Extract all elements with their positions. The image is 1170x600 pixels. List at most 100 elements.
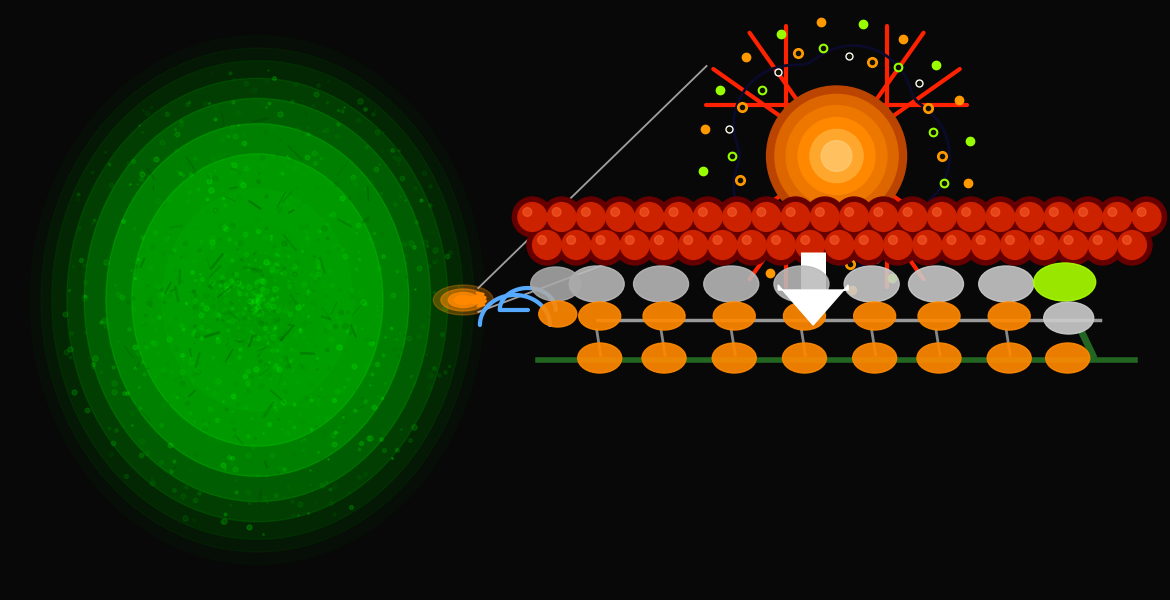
Circle shape [771,236,780,244]
Ellipse shape [441,289,486,311]
Circle shape [596,236,605,244]
Circle shape [821,140,852,172]
Circle shape [752,203,780,232]
Circle shape [811,203,839,232]
Circle shape [679,230,708,259]
Ellipse shape [917,343,961,373]
Circle shape [951,197,991,237]
Ellipse shape [713,343,756,373]
Circle shape [845,208,853,217]
Circle shape [775,94,899,218]
Circle shape [566,236,576,244]
Circle shape [859,236,868,244]
Circle shape [766,86,907,226]
Circle shape [913,230,942,259]
Ellipse shape [192,224,323,376]
Circle shape [888,236,897,244]
Ellipse shape [1044,302,1094,334]
Ellipse shape [569,266,625,302]
Ellipse shape [978,266,1034,302]
Circle shape [834,197,874,237]
Circle shape [1127,197,1166,237]
Ellipse shape [642,343,686,373]
Circle shape [614,225,655,265]
Circle shape [620,230,649,259]
Circle shape [737,230,766,259]
Ellipse shape [989,302,1031,330]
Circle shape [1010,197,1049,237]
Circle shape [673,225,714,265]
Circle shape [899,203,927,232]
Circle shape [786,208,794,217]
Circle shape [942,230,971,259]
Circle shape [1000,230,1030,259]
Circle shape [571,197,611,237]
Circle shape [1117,230,1147,259]
Circle shape [1034,236,1044,244]
Circle shape [1074,203,1102,232]
Circle shape [1049,208,1058,217]
Circle shape [1122,236,1131,244]
Circle shape [1079,208,1087,217]
Ellipse shape [531,267,580,301]
Circle shape [1005,236,1014,244]
Circle shape [922,197,962,237]
Circle shape [878,225,918,265]
Ellipse shape [853,343,896,373]
Circle shape [742,236,751,244]
Circle shape [1133,203,1161,232]
Circle shape [717,197,757,237]
Circle shape [976,236,985,244]
FancyArrow shape [778,285,848,325]
Circle shape [518,203,546,232]
Circle shape [883,230,913,259]
Circle shape [903,208,911,217]
Circle shape [683,236,693,244]
Ellipse shape [41,48,474,552]
Circle shape [936,225,977,265]
Circle shape [830,236,839,244]
Ellipse shape [854,302,896,330]
Circle shape [629,197,669,237]
Circle shape [907,225,948,265]
Ellipse shape [1046,343,1089,373]
Circle shape [542,197,581,237]
Circle shape [800,236,810,244]
Ellipse shape [219,254,296,346]
Ellipse shape [783,343,826,373]
Circle shape [606,203,634,232]
Ellipse shape [51,61,463,539]
Circle shape [854,230,883,259]
Circle shape [1030,230,1059,259]
Circle shape [556,225,597,265]
Circle shape [591,230,620,259]
Ellipse shape [448,292,479,307]
Circle shape [1097,197,1137,237]
Ellipse shape [844,266,900,302]
Circle shape [1108,208,1116,217]
Circle shape [1088,230,1117,259]
Circle shape [1020,208,1028,217]
Circle shape [863,197,903,237]
Circle shape [548,203,576,232]
Circle shape [577,203,605,232]
Circle shape [611,208,619,217]
Circle shape [815,208,824,217]
Circle shape [965,225,1006,265]
Ellipse shape [703,266,759,302]
Ellipse shape [105,124,410,476]
Circle shape [1045,203,1073,232]
Circle shape [932,208,941,217]
Ellipse shape [987,343,1031,373]
Circle shape [825,230,854,259]
Circle shape [723,203,751,232]
Circle shape [625,236,634,244]
Circle shape [644,225,684,265]
Circle shape [869,203,897,232]
Ellipse shape [30,35,484,565]
Ellipse shape [132,154,383,446]
Circle shape [1112,225,1152,265]
Ellipse shape [1034,263,1095,301]
Circle shape [585,225,626,265]
Circle shape [1082,225,1123,265]
